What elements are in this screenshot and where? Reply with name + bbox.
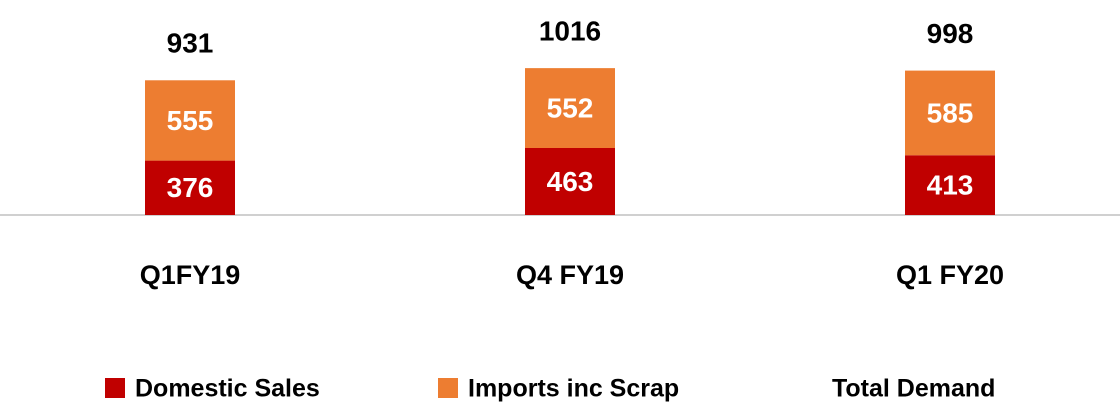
segment-label: 555 [167, 105, 214, 136]
bar-segment [145, 80, 235, 161]
segment-label: 413 [927, 170, 974, 201]
bar-segment [525, 148, 615, 215]
legend-label: Domestic Sales [135, 375, 320, 403]
segment-label: 552 [547, 92, 594, 123]
legend-swatch [105, 378, 125, 398]
bar-segment [145, 160, 235, 215]
bar-segment [905, 70, 995, 156]
legend-label: Imports inc Scrap [468, 375, 679, 403]
bar-segment [525, 68, 615, 149]
segment-label: 585 [927, 97, 974, 128]
total-label: 931 [167, 28, 214, 59]
segment-label: 376 [167, 172, 214, 203]
x-tick-label: Q1FY19 [140, 260, 241, 290]
total-label: 1016 [539, 15, 601, 46]
total-label: 998 [927, 18, 974, 49]
segment-label: 463 [547, 166, 594, 197]
bar-segment [905, 155, 995, 215]
x-tick-label: Q4 FY19 [516, 260, 624, 290]
x-tick-label: Q1 FY20 [896, 260, 1004, 290]
legend-swatch [438, 378, 458, 398]
legend-label: Total Demand [832, 375, 995, 403]
